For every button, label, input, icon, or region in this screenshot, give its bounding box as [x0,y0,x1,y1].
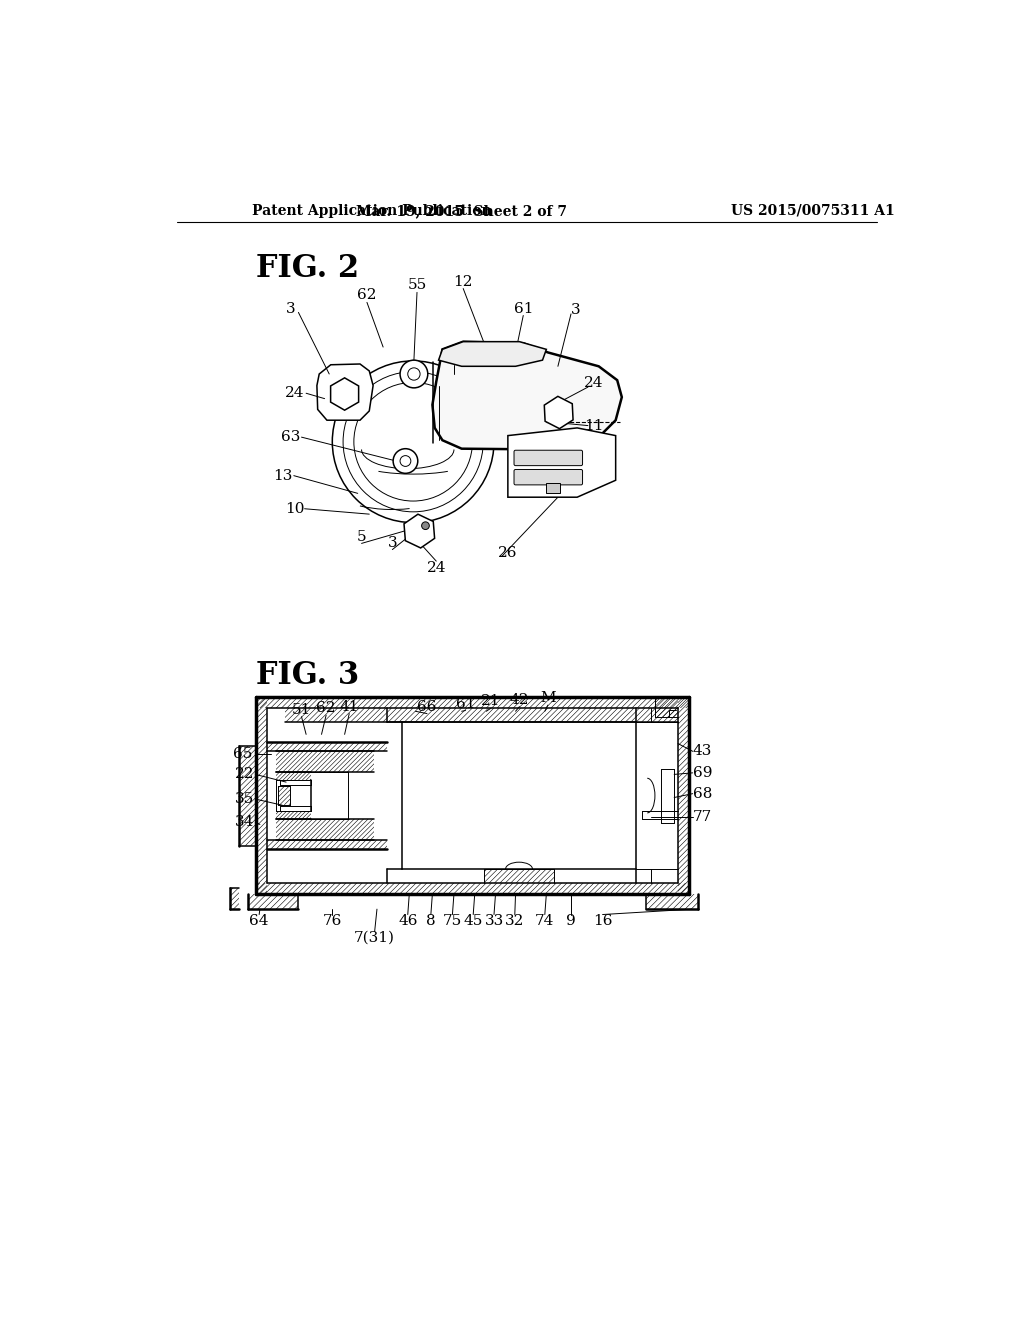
Text: 13: 13 [273,469,293,483]
Text: 74: 74 [536,913,555,928]
Bar [547,483,560,492]
Text: 65: 65 [232,747,252,760]
Text: 63: 63 [281,430,300,444]
Text: 3: 3 [387,536,397,550]
Text: US 2015/0075311 A1: US 2015/0075311 A1 [731,203,895,218]
Text: 35: 35 [234,792,254,807]
Text: 22: 22 [234,767,254,781]
Text: 62: 62 [357,289,377,302]
Text: Mar. 19, 2015  Sheet 2 of 7: Mar. 19, 2015 Sheet 2 of 7 [356,203,567,218]
Polygon shape [545,396,573,429]
Text: 45: 45 [464,913,483,928]
Text: 8: 8 [426,913,435,928]
Circle shape [400,360,428,388]
Text: 69: 69 [692,766,712,780]
Text: FIG. 3: FIG. 3 [256,660,359,692]
Text: M: M [540,692,556,705]
Text: 61: 61 [456,697,475,710]
Text: 76: 76 [323,913,342,928]
Text: 66: 66 [417,700,437,714]
Text: 61: 61 [513,301,534,315]
Circle shape [393,449,418,474]
Text: 24: 24 [427,561,446,576]
Text: 16: 16 [593,913,612,928]
Text: 3: 3 [570,304,581,317]
Text: 21: 21 [481,694,501,709]
Polygon shape [438,342,547,367]
Text: 43: 43 [692,744,712,758]
Text: 26: 26 [498,545,517,560]
Circle shape [422,521,429,529]
Text: 32: 32 [505,913,524,928]
Text: 41: 41 [340,700,359,714]
Polygon shape [404,515,434,548]
Text: 42: 42 [510,693,529,706]
FancyBboxPatch shape [514,470,583,484]
Polygon shape [432,342,622,449]
Text: 77: 77 [692,809,712,824]
Text: 5: 5 [356,531,367,544]
Text: 34: 34 [234,816,254,829]
Text: 11: 11 [585,418,604,433]
FancyBboxPatch shape [514,450,583,466]
Polygon shape [508,428,615,498]
Polygon shape [331,378,358,411]
Text: 68: 68 [692,787,712,801]
Text: FIG. 2: FIG. 2 [256,253,359,284]
Text: Patent Application Publication: Patent Application Publication [252,203,492,218]
Text: 12: 12 [454,275,473,289]
Text: 33: 33 [484,913,504,928]
Text: 46: 46 [398,913,418,928]
Text: 55: 55 [408,279,427,293]
Text: 24: 24 [285,387,304,400]
Text: 75: 75 [442,913,462,928]
Text: 51: 51 [292,702,311,717]
Polygon shape [316,364,373,420]
Text: 64: 64 [250,913,269,928]
Text: 7(31): 7(31) [354,931,395,945]
Text: 9: 9 [566,913,575,928]
Text: 24: 24 [585,376,604,391]
Text: 3: 3 [286,301,296,315]
Text: 62: 62 [316,701,336,715]
Text: 10: 10 [285,502,304,516]
